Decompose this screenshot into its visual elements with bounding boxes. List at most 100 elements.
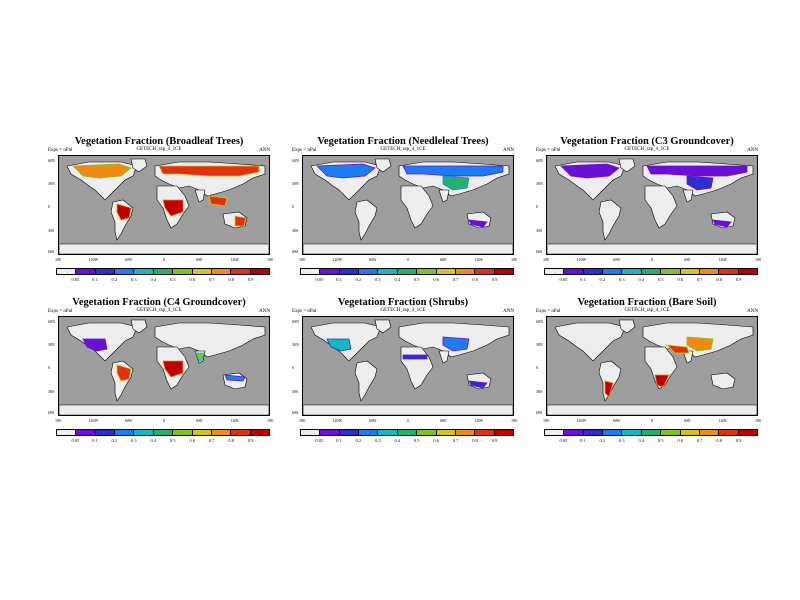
colorbar-tick-label: 0.3 [131,438,137,443]
lon-label: 60E [684,257,691,262]
lon-label: 60W [368,257,377,262]
vegetation-region-australia-e [234,215,247,227]
lon-label: 180 [267,418,273,423]
vegetation-region-na-west [82,338,108,352]
lon-label: 60W [124,418,133,423]
lon-labels: 180 120W 60W 0 60E 120E 180 [299,418,517,424]
vegetation-region-eurasia-boreal [402,165,504,177]
lat-label: 30S [48,389,55,394]
colorbar-segment [455,430,476,435]
vegetation-region-middle-east [665,344,690,354]
panel-subtitle: GETECH_rap_4_1CE [136,308,182,313]
colorbar-segment [738,430,757,435]
vegetation-region-australia-s [468,219,488,228]
map-svg [303,156,513,254]
colorbar-segment [545,269,565,274]
colorbar [56,429,270,436]
continent-antarctica [547,404,757,415]
continent-eurasia [154,322,266,358]
colorbar-segment [545,430,565,435]
panel-title: Vegetation Fraction (C3 Groundcover) [560,136,734,147]
lon-label: 120E [474,257,483,262]
colorbar-tick-label: 0.6 [189,438,195,443]
colorbar-segment [250,269,269,274]
colorbar-segment [153,430,174,435]
colorbar-segment [76,430,96,435]
colorbar-tick-label: 0.3 [375,438,381,443]
lon-label: 120E [718,418,727,423]
continent-south-america [354,360,378,402]
colorbar-tick-label: 0.9 [735,277,742,282]
lat-label: 30N [292,181,299,186]
panel-left-label: Exps = nPal [536,309,561,314]
colorbar-segment [603,430,623,435]
lon-label: 60W [612,418,621,423]
colorbar [544,268,758,275]
vegetation-region-central-asia [686,336,714,352]
colorbar-tick-label: 0.05 [71,277,80,282]
colorbar-tick-label: 0.05 [315,438,324,443]
colorbar-tick-label: 0.2 [599,438,606,443]
colorbar-segment [661,430,681,435]
lon-label: 0 [407,257,409,262]
lon-label: 120E [230,257,239,262]
panel-right-label: ANN [259,148,270,153]
lat-label: 60N [536,319,543,324]
lon-label: 120W [576,418,587,423]
lat-label: 30S [292,389,299,394]
panel-left-label: Exps = nPal [48,309,73,314]
lat-label: 30S [48,228,55,233]
colorbar-tick-label: 0.9 [491,438,498,443]
colorbar-segment [475,269,495,274]
vegetation-region-sa-south [604,380,614,398]
colorbar-segment [455,269,476,274]
colorbar-tick-label: 0.5 [169,438,176,443]
map-panel-2: Vegetation Fraction (Needleleaf Trees) GE… [292,136,517,286]
colorbar-tick-label: 0.5 [413,438,420,443]
colorbar-tick-label: 0.4 [150,438,157,443]
lat-label: 60S [536,249,543,254]
continent-greenland [374,319,392,334]
colorbar-tick-label: 0.1 [580,438,586,443]
lon-labels: 180 120W 60W 0 60E 120E 180 [543,257,761,263]
colorbar-segment [95,269,116,274]
lon-label: 0 [163,257,165,262]
continent-india [438,189,450,203]
colorbar-segment [192,430,212,435]
vegetation-region-se-asia [208,195,228,207]
continent-antarctica [59,243,269,254]
panel-right-label: ANN [747,309,758,314]
continent-south-america [354,199,378,241]
lat-label: 0 [536,204,538,209]
lat-label: 30S [292,228,299,233]
lon-labels: 180 120W 60W 0 60E 120E 180 [299,257,517,263]
vegetation-region-na-boreal [560,163,620,179]
panel-right-label: ANN [747,148,758,153]
colorbar-segment [564,269,584,274]
colorbar-tick-label: 0.9 [491,277,498,282]
vegetation-region-australia-s [468,380,488,389]
colorbar-tick-label: 0.05 [559,438,568,443]
panel-subtitle: GETECH_rap_4_1CE [380,308,426,313]
colorbar-segment [359,269,379,274]
colorbar-tick-label: 0.05 [71,438,80,443]
colorbar-tick-label: 0.7 [208,277,215,282]
colorbar-tick-label: 0.1 [336,438,342,443]
colorbar-segment [57,269,77,274]
vegetation-region-eurasia-boreal [158,165,260,177]
colorbar-segment [680,430,700,435]
lon-label: 120W [332,418,343,423]
lon-labels: 180 120W 60W 0 60E 120E 180 [55,418,273,424]
lat-label: 30N [292,342,299,347]
colorbar-tick-label: 0.4 [638,277,645,282]
lon-label: 120W [88,257,99,262]
colorbar-segment [211,269,232,274]
continent-india [438,350,450,364]
colorbar-segment [320,430,340,435]
vegetation-region-australia-n [224,374,246,382]
lon-label: 120W [576,257,587,262]
colorbar-tick-label: 0.6 [677,438,683,443]
colorbar-segment [320,269,340,274]
continent-greenland [374,158,392,173]
colorbar-tick-label: 0.5 [657,277,664,282]
